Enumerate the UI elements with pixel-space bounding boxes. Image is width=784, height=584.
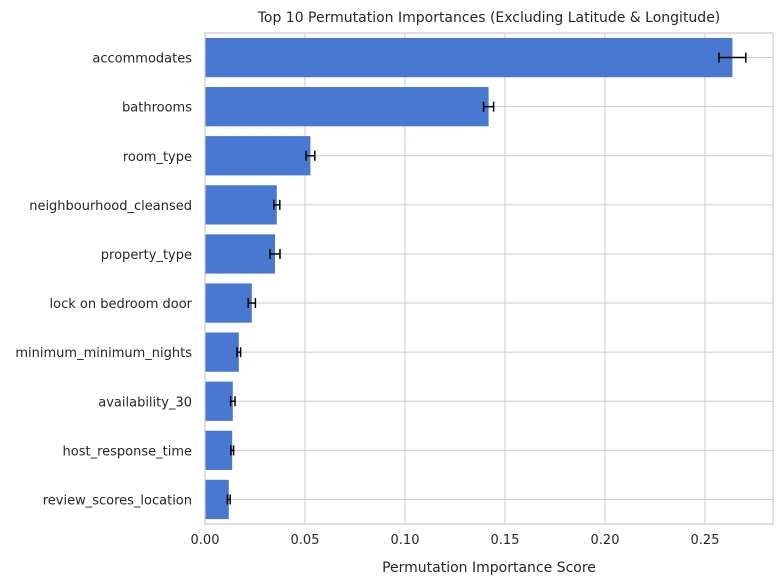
- error-bar: [229, 396, 236, 407]
- x-tick-labels: 0.00 0.05 0.10 0.15 0.20 0.25: [191, 533, 720, 548]
- y-tick-labels: accommodates bathrooms room_type neighbourh…: [15, 52, 192, 509]
- y-tick-label: minimum_minimum_nights: [15, 346, 192, 361]
- bar-host-response-time: [205, 430, 233, 470]
- y-tick-label: bathrooms: [122, 101, 192, 116]
- bar-accommodates: [205, 37, 733, 78]
- y-tick-label: room_type: [123, 150, 192, 165]
- x-tick-label: 0.05: [291, 533, 320, 548]
- y-tick-label: lock on bedroom door: [50, 297, 193, 312]
- error-bar: [236, 347, 242, 358]
- bar-neighbourhood-cleansed: [205, 185, 277, 225]
- x-tick-label: 0.10: [391, 533, 420, 548]
- bar-minimum-minimum-nights: [205, 332, 239, 372]
- y-tick-label: neighbourhood_cleansed: [29, 199, 192, 214]
- x-tick-label: 0.00: [191, 533, 220, 548]
- y-tick-label: availability_30: [98, 395, 192, 410]
- y-tick-label: review_scores_location: [43, 493, 192, 508]
- error-bar: [718, 52, 747, 63]
- x-tick-label: 0.15: [491, 533, 520, 548]
- bar-review-scores-location: [205, 479, 229, 520]
- error-bars: [226, 52, 747, 505]
- bar-availability-30: [205, 381, 233, 421]
- error-bar: [226, 494, 231, 505]
- plot-frame: [204, 32, 774, 525]
- error-bar: [247, 298, 257, 309]
- y-tick-label: accommodates: [92, 52, 192, 67]
- x-tick-label: 0.20: [591, 533, 620, 548]
- error-bar: [269, 248, 281, 259]
- bar-lock-on-bedroom-door: [205, 283, 252, 323]
- error-bar: [482, 101, 495, 112]
- x-axis-label: Permutation Importance Score: [382, 560, 596, 576]
- bars: [205, 37, 733, 520]
- error-bar: [305, 150, 316, 161]
- bar-property-type: [205, 234, 275, 274]
- grid-lines: [204, 33, 773, 524]
- y-tick-label: property_type: [101, 248, 192, 263]
- x-tick-label: 0.25: [691, 533, 720, 548]
- chart-title: Top 10 Permutation Importances (Excludin…: [257, 10, 721, 26]
- bar-room-type: [205, 136, 311, 176]
- y-tick-label: host_response_time: [63, 444, 192, 459]
- error-bar: [273, 199, 281, 210]
- bar-bathrooms: [205, 87, 489, 127]
- error-bar: [230, 445, 235, 456]
